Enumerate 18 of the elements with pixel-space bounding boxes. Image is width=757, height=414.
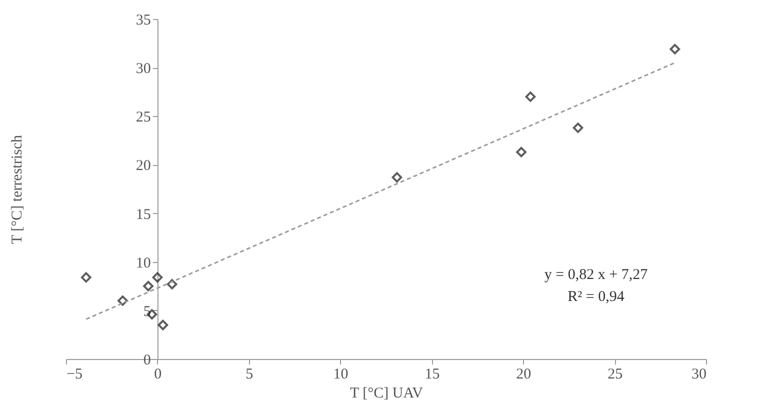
y-axis-title: T [°C] terrestrisch — [10, 134, 26, 244]
x-tick-label: 15 — [424, 366, 440, 382]
annotation: R² = 0,94 — [568, 289, 625, 305]
x-tick-label: 30 — [692, 366, 706, 382]
x-tick-label: 0 — [154, 366, 162, 382]
annotation: y = 0,82 x + 7,27 — [544, 267, 648, 283]
x-axis-title: T [°C] UAV — [350, 386, 424, 402]
y-tick-label: 35 — [136, 12, 151, 28]
x-tick-label: −5 — [66, 366, 82, 382]
y-tick-label: 30 — [136, 61, 151, 78]
x-tick-label: 5 — [246, 366, 254, 382]
y-tick-label: 10 — [136, 255, 151, 272]
y-tick-label: 15 — [136, 206, 151, 223]
x-tick-label: 20 — [516, 366, 532, 382]
y-tick-label: 25 — [136, 110, 151, 126]
x-tick-label: 25 — [608, 366, 623, 382]
x-tick-label: 10 — [333, 366, 348, 382]
y-tick-label: 20 — [136, 158, 151, 174]
